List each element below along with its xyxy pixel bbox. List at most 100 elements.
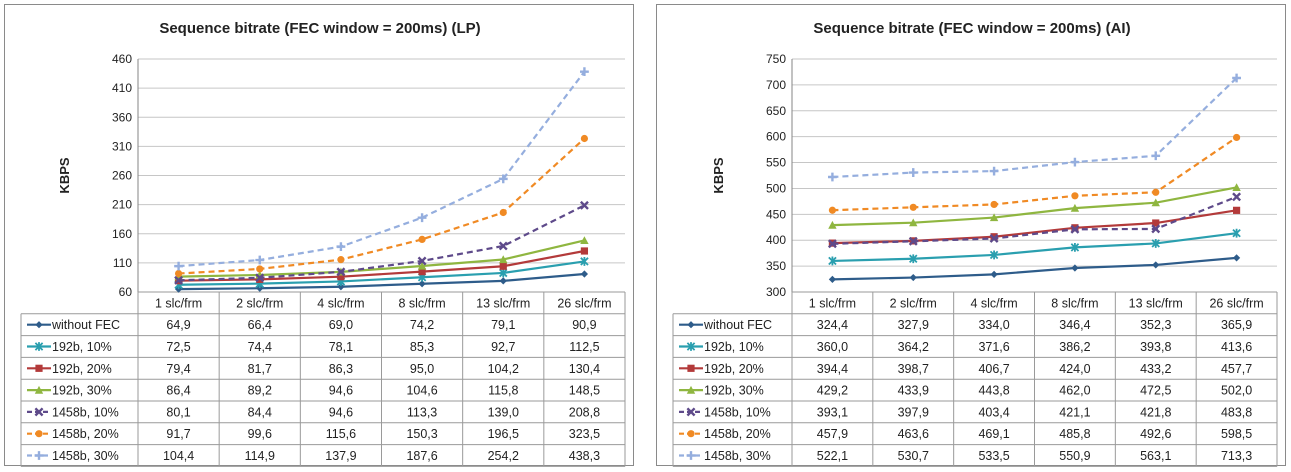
chart-title: Sequence bitrate (FEC window = 200ms) (A… — [813, 20, 1130, 37]
table-cell-value: 394,4 — [817, 362, 848, 376]
data-point — [417, 256, 427, 266]
table-cell-value: 371,6 — [978, 340, 1009, 354]
data-point — [1151, 239, 1160, 248]
table-cell-value: 254,2 — [488, 449, 519, 463]
table-cell-value: 398,7 — [898, 362, 929, 376]
y-tick-label: 350 — [766, 259, 786, 273]
legend-key-marker — [35, 321, 43, 329]
chart-lp: Sequence bitrate (FEC window = 200ms) (L… — [20, 20, 626, 467]
table-cell-value: 533,5 — [978, 449, 1009, 463]
x-category-label: 8 slc/frm — [1051, 296, 1098, 310]
data-point — [580, 270, 589, 278]
legend-key-marker — [686, 342, 696, 351]
table-cell-value: 483,8 — [1221, 405, 1252, 419]
table-cell-value: 115,8 — [488, 384, 518, 398]
y-tick-label: 310 — [112, 139, 132, 153]
legend-key-marker — [687, 430, 695, 438]
legend-key-marker — [35, 430, 43, 438]
data-point — [336, 242, 346, 252]
table-cell-value: 74,4 — [248, 340, 272, 354]
y-tick-label: 600 — [766, 130, 786, 144]
x-category-label: 1 slc/frm — [809, 296, 856, 310]
data-point — [418, 280, 426, 288]
series-line-4 — [178, 204, 585, 282]
legend-key-marker — [34, 407, 44, 417]
table-cell-value: 99,6 — [248, 427, 272, 441]
table-cell-value: 457,7 — [1221, 362, 1252, 376]
table-cell-value: 463,6 — [898, 427, 929, 441]
legend-entry: 192b, 10% — [52, 340, 112, 354]
data-point — [989, 166, 999, 176]
legend-entry: 192b, 30% — [52, 384, 112, 398]
table-cell-value: 424,0 — [1059, 362, 1090, 376]
table-cell-value: 69,0 — [329, 318, 353, 332]
table-cell-value: 492,6 — [1140, 427, 1171, 441]
data-point — [1232, 192, 1242, 202]
table-cell-value: 327,9 — [898, 318, 929, 332]
data-point — [337, 273, 345, 281]
data-point — [1152, 219, 1160, 227]
x-category-label: 4 slc/frm — [317, 296, 364, 310]
chart-title: Sequence bitrate (FEC window = 200ms) (L… — [159, 20, 480, 37]
data-point — [1071, 264, 1079, 272]
table-cell-value: 86,3 — [329, 362, 353, 376]
y-tick-label: 500 — [766, 181, 786, 195]
y-tick-label: 60 — [119, 285, 133, 299]
table-cell-value: 397,9 — [898, 405, 929, 419]
x-category-label: 26 slc/frm — [1209, 296, 1263, 310]
table-cell-value: 563,1 — [1140, 449, 1171, 463]
table-cell-value: 530,7 — [898, 449, 929, 463]
table-cell-value: 81,7 — [248, 362, 272, 376]
series-line-6 — [832, 77, 1238, 179]
data-point — [580, 247, 589, 255]
series-line-6 — [178, 70, 586, 268]
data-point — [1232, 254, 1241, 262]
data-point — [174, 269, 183, 278]
data-point — [990, 200, 998, 209]
series-line-3 — [832, 186, 1237, 227]
chart-panel-lp: Sequence bitrate (FEC window = 200ms) (L… — [4, 4, 634, 467]
data-point — [828, 172, 837, 182]
y-tick-label: 550 — [766, 156, 786, 170]
legend-entry: 1458b, 20% — [52, 427, 119, 441]
series-line-0 — [832, 256, 1237, 281]
table-cell-value: 137,9 — [325, 449, 356, 463]
legend-entry: 1458b, 10% — [52, 405, 119, 419]
y-tick-label: 210 — [112, 198, 132, 212]
table-cell-value: 365,9 — [1221, 318, 1252, 332]
data-point — [909, 254, 918, 264]
x-category-label: 26 slc/frm — [557, 296, 611, 310]
legend-key-marker — [686, 385, 696, 394]
table-cell-value: 78,1 — [329, 340, 353, 354]
legend-key-marker — [686, 451, 696, 460]
x-category-label: 13 slc/frm — [476, 296, 530, 310]
data-point — [255, 273, 265, 283]
data-point — [418, 268, 426, 276]
table-cell-value: 104,2 — [488, 362, 519, 376]
table-cell-value: 208,8 — [569, 405, 600, 419]
table-cell-value: 187,6 — [406, 449, 437, 463]
data-point — [1151, 198, 1160, 207]
data-point — [580, 257, 589, 266]
legend-entry: 192b, 20% — [52, 362, 112, 376]
table-cell-value: 74,2 — [410, 318, 434, 332]
series-line-3 — [178, 239, 585, 278]
table-cell-value: 598,5 — [1221, 427, 1252, 441]
table-cell-value: 522,1 — [817, 449, 848, 463]
table-cell-value: 115,6 — [326, 427, 356, 441]
chart-ai: Sequence bitrate (FEC window = 200ms) (A… — [672, 20, 1278, 467]
table-cell-value: 346,4 — [1059, 318, 1090, 332]
data-point — [417, 213, 427, 223]
x-category-label: 2 slc/frm — [890, 296, 937, 310]
series-line-2 — [832, 209, 1237, 245]
table-cell-value: 104,6 — [406, 384, 437, 398]
series-line-2 — [178, 249, 585, 282]
y-tick-label: 410 — [112, 81, 132, 95]
data-point — [337, 283, 345, 291]
data-point — [989, 234, 999, 243]
y-tick-label: 450 — [766, 207, 786, 221]
data-point — [256, 265, 264, 273]
table-cell-value: 550,9 — [1059, 449, 1090, 463]
table-cell-value: 79,1 — [491, 318, 515, 332]
legend-entry: without FEC — [51, 318, 120, 332]
